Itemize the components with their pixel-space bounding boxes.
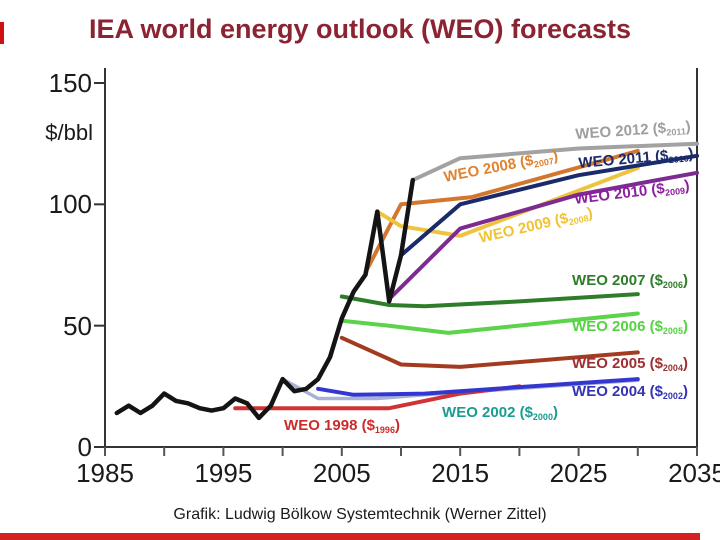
weo-2006-forecast-line (339, 311, 640, 335)
bottom-red-strip (0, 533, 700, 540)
chart-title: IEA world energy outlook (WEO) forecasts (88, 14, 632, 44)
y-tick-label: 150 (48, 68, 92, 98)
x-tick-label: 2015 (431, 458, 490, 488)
weo-2005-label: WEO 2005 ($2004) (572, 355, 688, 373)
weo-2011-forecast-line (399, 153, 699, 258)
weo-2007-label: WEO 2007 ($2006) (572, 272, 688, 290)
x-tick-label: 2005 (312, 458, 371, 488)
x-tick-label: 1995 (194, 458, 253, 488)
weo-2004-forecast-line (316, 377, 640, 397)
weo-2005-forecast-line (339, 335, 640, 369)
y-tick-label: 100 (48, 189, 92, 220)
x-tick-label: 2035 (668, 458, 720, 488)
historical-oil-price-line (114, 177, 416, 421)
weo-2010-forecast-line (387, 170, 699, 301)
weo-2012-forecast-line (410, 141, 699, 183)
weo-2002-label: WEO 2002 ($2000) (442, 404, 558, 422)
x-tick-label: 1985 (76, 458, 134, 488)
weo-2008-forecast-line (363, 148, 640, 275)
credit-caption: Grafik: Ludwig Bölkow Systemtechnik (Wer… (173, 506, 547, 523)
weo-1998-label: WEO 1998 ($1996) (284, 417, 400, 435)
y-tick-label: 0 (77, 432, 92, 462)
weo-2004-label: WEO 2004 ($2002) (572, 383, 688, 401)
weo-2007-forecast-line (339, 292, 640, 309)
x-tick-label: 2025 (549, 458, 608, 488)
y-axis-unit-label: $/bbl (45, 120, 93, 145)
slide-edge-red-mark (0, 22, 4, 44)
weo-2006-label: WEO 2006 ($2005) (572, 318, 688, 336)
y-tick-label: 50 (63, 310, 92, 341)
